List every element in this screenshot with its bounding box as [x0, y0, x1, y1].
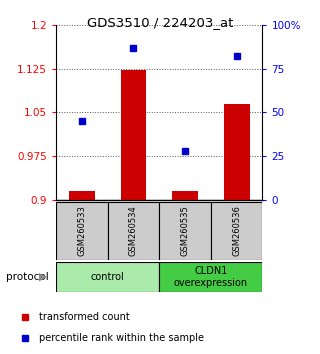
- Text: protocol: protocol: [6, 272, 49, 282]
- Bar: [56, 262, 159, 292]
- Text: GSM260535: GSM260535: [180, 206, 189, 256]
- Text: GDS3510 / 224203_at: GDS3510 / 224203_at: [87, 16, 233, 29]
- Bar: [56, 202, 108, 260]
- Text: CLDN1
overexpression: CLDN1 overexpression: [174, 266, 248, 288]
- Text: percentile rank within the sample: percentile rank within the sample: [39, 332, 204, 343]
- Bar: [172, 191, 198, 200]
- Bar: [159, 262, 262, 292]
- Bar: [69, 191, 95, 200]
- Bar: [121, 70, 146, 200]
- Bar: [211, 202, 262, 260]
- Text: ▶: ▶: [39, 272, 47, 282]
- Bar: [159, 202, 211, 260]
- Text: GSM260533: GSM260533: [77, 206, 86, 256]
- Text: GSM260536: GSM260536: [232, 206, 241, 256]
- Text: control: control: [91, 272, 124, 282]
- Bar: [108, 202, 159, 260]
- Bar: [224, 104, 250, 200]
- Text: GSM260534: GSM260534: [129, 206, 138, 256]
- Text: transformed count: transformed count: [39, 312, 130, 322]
